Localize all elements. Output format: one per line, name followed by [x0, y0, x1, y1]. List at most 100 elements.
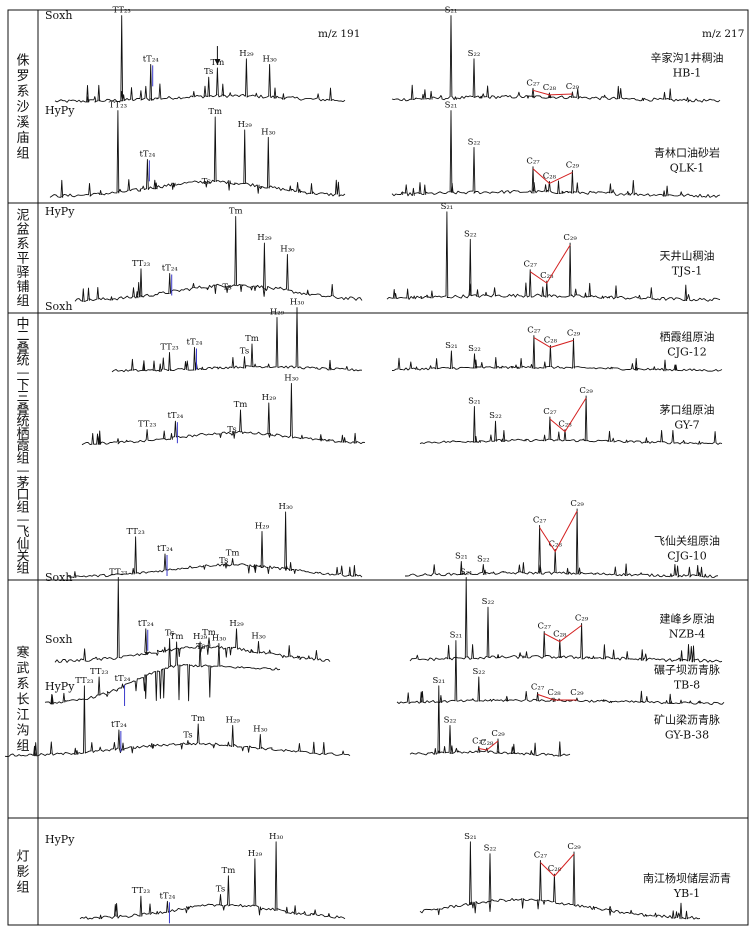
peak-label-mz191: tT₂₄	[167, 411, 183, 421]
peak-label-mz191: Ts	[227, 425, 236, 435]
method-label: HyPy	[45, 104, 75, 117]
sample-name: 辛家沟1井稠油	[651, 51, 724, 65]
trace-mz217	[386, 211, 721, 302]
sample-id: YB-1	[673, 887, 700, 900]
peak-label-mz217: C₂₈	[548, 864, 562, 874]
peak-label-mz191: tT₂₄	[143, 54, 159, 64]
peak-label-mz191: Ts	[196, 642, 205, 652]
peak-label-mz191: Tm	[234, 400, 248, 410]
peak-label-mz217: C₂₇	[526, 157, 540, 167]
peak-label-mz217: C₂₇	[531, 682, 545, 692]
peak-label-mz191: TT₂₃	[132, 259, 150, 269]
peak-label-mz191: tT₂₄	[162, 264, 178, 274]
peak-label-mz191: TT₂₃	[109, 568, 127, 578]
peak-label-mz217: C₂₉	[575, 613, 589, 623]
peak-label-mz191: H₃₀	[280, 245, 295, 255]
peak-label-mz217: C₂₇	[538, 622, 552, 632]
method-label: Soxh	[45, 633, 72, 646]
peak-label-mz217: S₂₂	[482, 597, 495, 607]
sample-id: TB-8	[674, 679, 700, 692]
peak-label-mz217: C₂₈	[544, 335, 558, 345]
peak-label-mz191: H₂₉	[270, 307, 285, 317]
peak-label-mz191: Tm	[202, 628, 216, 638]
peak-label-mz217: S₂₁	[432, 676, 445, 686]
peak-label-mz191: Tm	[191, 714, 205, 724]
trace-mz217	[419, 395, 723, 445]
peak-label-mz191: tT₂₄	[159, 891, 175, 901]
sample-row: TT₂₃tT₂₄TsTmH₂₉H₃₀S₂₁S₂₂C₂₇C₂₈C₂₉Soxh辛家沟…	[45, 6, 724, 103]
formation-label: 中二叠统—下三叠统栖霞组—茅口组—飞仙关组	[16, 317, 29, 577]
peak-label-mz191: H₂₉	[193, 632, 208, 642]
trace-mz191	[54, 577, 331, 663]
peak-label-mz191: tT₂₄	[187, 338, 203, 348]
sample-name: 茅口组原油	[660, 403, 715, 417]
peak-label-mz217: C₂₇	[543, 407, 557, 417]
peak-label-mz191: Ts	[204, 67, 213, 77]
peak-label-mz191: H₃₀	[290, 298, 305, 308]
sample-id: CJG-12	[667, 346, 707, 359]
sample-name: 矿山梁沥青脉	[654, 712, 720, 726]
peak-label-mz191: Ts	[165, 629, 174, 639]
peak-label-mz217: C₂₉	[563, 233, 577, 243]
trace-mz191	[74, 216, 363, 302]
sterane-v-marker	[549, 397, 587, 433]
peak-label-mz217: S₂₁	[441, 202, 454, 212]
peak-label-mz191: Tm	[222, 866, 236, 876]
trace-mz191	[79, 841, 346, 920]
peak-label-mz191: H₂₉	[229, 619, 244, 629]
sterane-v-marker	[540, 853, 575, 877]
trace-mz191	[4, 685, 351, 757]
method-label: HyPy	[45, 833, 75, 846]
peak-label-mz217: S₂₁	[460, 568, 473, 578]
sample-name: 南江杨坝储层沥青	[643, 871, 731, 885]
trace-mz191	[54, 15, 346, 103]
peak-label-mz191: H₃₀	[251, 631, 266, 641]
peak-label-mz191: Ts	[219, 556, 228, 566]
trace-mz217	[409, 577, 723, 663]
peak-label-mz191: TT₂₃	[75, 676, 93, 686]
trace-mz191	[44, 638, 281, 705]
peak-label-mz217: C₂₉	[570, 688, 584, 698]
peak-label-mz217: S₂₁	[445, 341, 458, 351]
peak-label-mz217: C₂₉	[567, 842, 581, 852]
tm-arrow	[214, 46, 221, 66]
peak-label-mz217: C₂₉	[566, 82, 580, 92]
peak-label-mz217: C₂₈	[553, 630, 567, 640]
method-label: HyPy	[45, 205, 75, 218]
peak-label-mz217: C₂₉	[491, 729, 505, 739]
peak-label-mz217: S₂₁	[445, 6, 458, 16]
peak-label-mz191: tT₂₄	[115, 674, 131, 684]
sample-id: GY-7	[674, 419, 699, 432]
peak-label-mz217: C₂₇	[527, 326, 541, 336]
sample-name: 飞仙关组原油	[654, 533, 720, 547]
peak-label-mz191: H₃₀	[261, 127, 276, 137]
sterane-v-marker	[539, 510, 578, 553]
header-left-ion: m/z 191	[318, 28, 360, 40]
peak-label-mz217: S₂₂	[484, 844, 497, 854]
peak-label-mz191: TT₂₃	[160, 342, 178, 352]
peak-label-mz191: TT₂₃	[126, 527, 144, 537]
peak-label-mz191: TT₂₃	[138, 420, 156, 430]
peak-label-mz191: H₃₀	[253, 725, 268, 735]
peak-label-mz217: C₂₉	[570, 499, 584, 509]
peak-label-mz217: C₂₈	[540, 271, 554, 281]
sample-id: NZB-4	[669, 628, 705, 641]
sterane-v-marker	[532, 89, 573, 96]
peak-label-mz191: H₂₉	[248, 849, 263, 859]
sample-id: CJG-10	[667, 549, 707, 562]
peak-label-mz191: tT₂₄	[157, 544, 173, 554]
peak-label-mz217: C₂₈	[543, 171, 557, 181]
peak-label-mz217: C₂₇	[524, 260, 538, 270]
peak-label-mz191: H₃₀	[212, 633, 227, 643]
peak-label-mz217: S₂₂	[468, 137, 481, 147]
sterane-v-marker	[529, 244, 571, 284]
sample-id: TJS-1	[672, 264, 702, 277]
figure-frame	[7, 9, 749, 926]
trace-mz191	[67, 511, 363, 579]
peak-label-mz191: TT₂₃	[132, 886, 150, 896]
method-label: Soxh	[45, 300, 72, 313]
trace-mz217	[391, 335, 723, 372]
